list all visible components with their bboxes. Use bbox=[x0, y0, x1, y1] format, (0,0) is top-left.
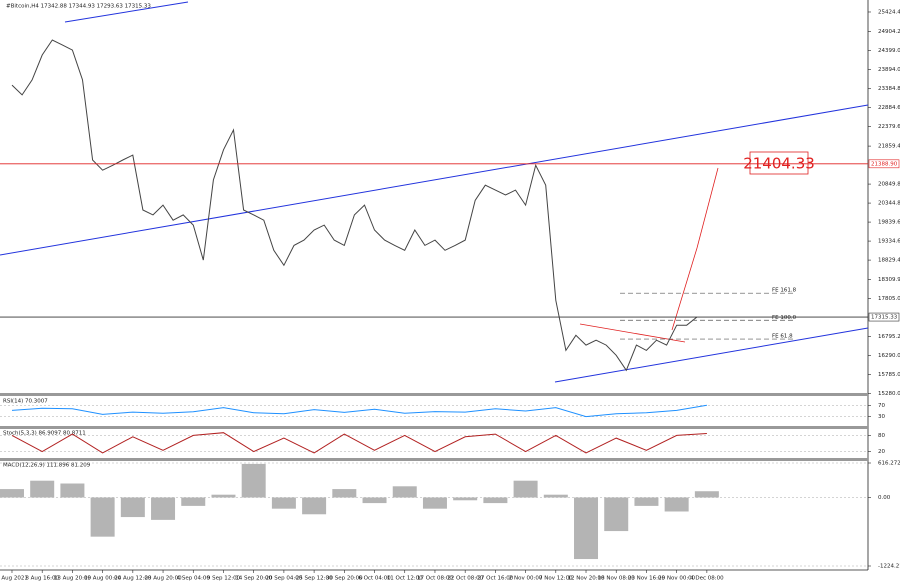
chart-header: #Bitcoin,H4 17342.88 17344.93 17293.63 1… bbox=[6, 4, 151, 10]
histogram-bar bbox=[151, 497, 176, 520]
y-tick-label: 18309.90 bbox=[878, 277, 900, 283]
y-tick-label: 20 bbox=[878, 449, 885, 455]
x-tick-label: 9 Sep 12:00 bbox=[207, 576, 241, 582]
histogram-bar bbox=[271, 497, 296, 509]
fib-label: FE 61.8 bbox=[772, 334, 793, 340]
histogram-bar bbox=[0, 489, 24, 498]
y-tick-label: 25424.40 bbox=[878, 9, 900, 15]
panel-separator bbox=[0, 426, 868, 429]
stoch-header: Stoch(5,3,3) 86.9097 80.8711 bbox=[3, 431, 86, 437]
histogram-bar bbox=[483, 497, 508, 504]
histogram-bar bbox=[120, 497, 145, 518]
channel-line bbox=[0, 104, 869, 256]
y-tick-label: 70 bbox=[878, 403, 885, 409]
histogram-bar bbox=[362, 497, 387, 504]
x-tick-label: 4 Sep 04:00 bbox=[177, 576, 211, 582]
histogram-bar bbox=[574, 497, 599, 560]
x-tick-label: 7 Nov 12:00 bbox=[539, 576, 573, 582]
y-tick-label: 22379.60 bbox=[878, 124, 900, 130]
x-tick-label: 8 Aug 16:00 bbox=[25, 576, 59, 582]
x-tick-label: 11 Oct 12:00 bbox=[387, 576, 423, 582]
panel-separator bbox=[0, 393, 868, 396]
price-tag-label: 21388.90 bbox=[871, 161, 898, 167]
x-tick-label: 4 Dec 08:00 bbox=[690, 576, 724, 582]
y-tick-label: 22884.60 bbox=[878, 105, 900, 111]
y-tick-label: 0.00 bbox=[878, 495, 891, 501]
x-tick-label: 24 Aug 12:00 bbox=[114, 576, 152, 582]
histogram-bar bbox=[30, 480, 55, 498]
x-tick-label: 20 Sep 04:00 bbox=[266, 576, 303, 582]
y-tick-label: 23384.80 bbox=[878, 86, 900, 92]
indicator-line bbox=[11, 432, 707, 454]
y-tick-label: 24399.00 bbox=[878, 48, 900, 54]
x-tick-label: 12 Nov 20:00 bbox=[567, 576, 605, 582]
x-tick-label: 19 Aug 00:00 bbox=[84, 576, 122, 582]
y-tick-label: -1224.21 bbox=[878, 564, 900, 570]
histogram-bar bbox=[694, 491, 719, 498]
y-tick-label: 616.272 bbox=[878, 461, 900, 467]
x-tick-label: 3 Aug 2021 bbox=[0, 576, 28, 582]
projection-line bbox=[671, 167, 719, 331]
x-tick-label: 27 Oct 16:00 bbox=[477, 576, 513, 582]
panel-separator bbox=[0, 458, 868, 461]
y-tick-label: 24904.20 bbox=[878, 29, 900, 35]
histogram-bar bbox=[211, 494, 236, 498]
histogram-bar bbox=[90, 497, 115, 537]
histogram-bar bbox=[604, 497, 629, 532]
channel-line bbox=[554, 327, 869, 383]
price-tag bbox=[868, 159, 900, 169]
fib-label: FE 100.0 bbox=[772, 315, 797, 321]
x-tick-label: 30 Sep 20:00 bbox=[326, 576, 363, 582]
histogram-bar bbox=[634, 497, 659, 506]
y-tick-label: 15785.00 bbox=[878, 372, 900, 378]
x-tick-label: 2 Nov 00:00 bbox=[509, 576, 543, 582]
y-tick-label: 17805.00 bbox=[878, 296, 900, 302]
x-tick-label: 14 Sep 20:00 bbox=[235, 576, 272, 582]
y-tick-label: 18829.40 bbox=[878, 258, 900, 264]
channel-line bbox=[64, 1, 189, 23]
y-tick-label: 19839.60 bbox=[878, 220, 900, 226]
y-tick-label: 20849.80 bbox=[878, 182, 900, 188]
y-tick-label: 16290.00 bbox=[878, 353, 900, 359]
histogram-bar bbox=[181, 497, 206, 506]
price-tag-label: 17315.33 bbox=[871, 315, 898, 321]
target-box bbox=[749, 151, 809, 175]
x-tick-label: 29 Aug 20:00 bbox=[144, 576, 182, 582]
y-tick-label: 19334.60 bbox=[878, 239, 900, 245]
rsi-header: RSI(14) 70.3007 bbox=[3, 399, 48, 405]
x-tick-label: 29 Nov 00:00 bbox=[658, 576, 696, 582]
histogram-bar bbox=[302, 497, 327, 515]
y-tick-label: 30 bbox=[878, 414, 885, 420]
histogram-bar bbox=[453, 497, 478, 501]
y-tick-label: 16795.20 bbox=[878, 334, 900, 340]
x-tick-label: 6 Oct 04:00 bbox=[358, 576, 391, 582]
histogram-bar bbox=[392, 486, 417, 498]
price-line bbox=[11, 39, 698, 372]
x-tick-label: 25 Sep 12:00 bbox=[296, 576, 333, 582]
y-tick-label: 15280.00 bbox=[878, 391, 900, 397]
wedge-line bbox=[579, 323, 686, 343]
histogram-bar bbox=[664, 497, 689, 512]
x-tick-label: 13 Aug 20:00 bbox=[54, 576, 92, 582]
histogram-bar bbox=[543, 494, 568, 498]
price-tag bbox=[868, 312, 900, 322]
x-tick-label: 23 Nov 16:00 bbox=[628, 576, 666, 582]
fib-label: FE 161.8 bbox=[772, 288, 797, 294]
y-tick-label: 80 bbox=[878, 433, 885, 439]
macd-header: MACD(12,26,9) 111.896 81.209 bbox=[3, 463, 91, 469]
x-tick-label: 17 Oct 08:00 bbox=[417, 576, 453, 582]
histogram-bar bbox=[513, 480, 538, 498]
y-tick-label: 20344.80 bbox=[878, 201, 900, 207]
histogram-bar bbox=[241, 463, 266, 498]
histogram-bar bbox=[422, 497, 447, 509]
histogram-bar bbox=[332, 489, 357, 498]
indicator-line bbox=[11, 404, 707, 418]
x-tick-label: 22 Oct 08:00 bbox=[447, 576, 483, 582]
y-tick-label: 23894.00 bbox=[878, 67, 900, 73]
histogram-bar bbox=[60, 483, 85, 498]
x-tick-label: 18 Nov 08:00 bbox=[598, 576, 636, 582]
y-tick-label: 21859.40 bbox=[878, 144, 900, 150]
